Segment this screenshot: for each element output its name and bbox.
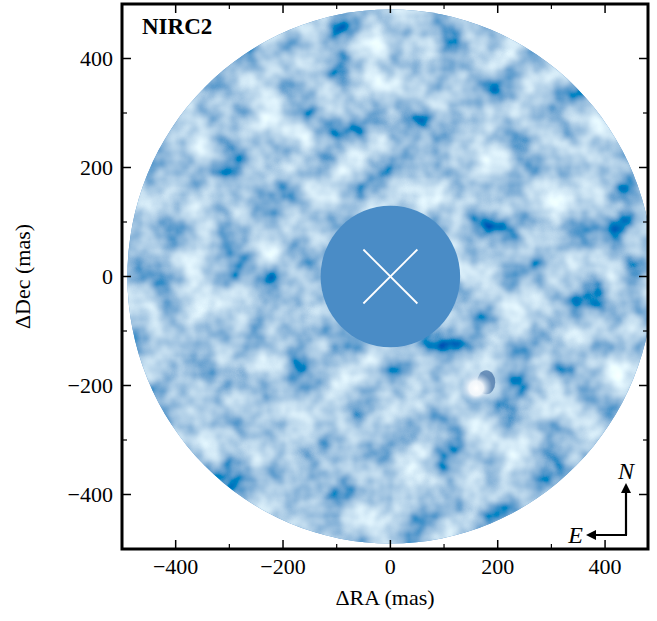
- y-minor-tick: [643, 330, 648, 331]
- y-minor-tick: [122, 3, 127, 4]
- x-tick: [604, 540, 606, 549]
- x-minor-tick: [121, 4, 122, 9]
- x-tick: [497, 540, 499, 549]
- compass: NE: [567, 458, 636, 548]
- x-tick-label: 0: [385, 554, 396, 579]
- east-arrow-head: [586, 530, 596, 540]
- field: [122, 4, 648, 549]
- y-minor-tick: [643, 439, 648, 440]
- y-tick-label: 400: [80, 46, 113, 71]
- figure: NE−400−2000200400−400−2000200400NIRC2ΔRA…: [0, 0, 657, 621]
- y-tick: [122, 276, 131, 278]
- coronagraph-mask: [321, 206, 461, 348]
- x-tick-label: −400: [153, 554, 198, 579]
- x-tick-label: 400: [589, 554, 622, 579]
- x-tick: [390, 540, 392, 549]
- y-minor-tick: [122, 112, 127, 113]
- y-minor-tick: [643, 221, 648, 222]
- x-minor-tick: [336, 544, 337, 549]
- x-tick-label: −200: [260, 554, 305, 579]
- north-arrow-head: [621, 483, 631, 493]
- x-tick: [282, 4, 284, 13]
- y-tick: [639, 276, 648, 278]
- y-minor-tick: [643, 3, 648, 4]
- y-minor-tick: [643, 548, 648, 549]
- x-tick: [497, 4, 499, 13]
- x-minor-tick: [121, 544, 122, 549]
- x-minor-tick: [443, 544, 444, 549]
- y-minor-tick: [122, 548, 127, 549]
- plot-area: [122, 4, 648, 549]
- y-tick: [639, 167, 648, 169]
- north-label: N: [617, 458, 636, 484]
- y-tick: [122, 385, 131, 387]
- x-tick: [175, 4, 177, 13]
- x-minor-tick: [229, 4, 230, 9]
- y-tick-label: −200: [68, 373, 113, 398]
- y-minor-tick: [643, 112, 648, 113]
- star-cross: [363, 250, 417, 304]
- y-minor-tick: [122, 439, 127, 440]
- x-tick: [390, 4, 392, 13]
- y-axis-title: ΔDec (mas): [10, 224, 35, 329]
- field-noise: [122, 4, 648, 549]
- y-minor-tick: [122, 330, 127, 331]
- star-marker: [363, 250, 417, 304]
- field-base: [122, 4, 648, 549]
- x-minor-tick: [551, 544, 552, 549]
- companion: [460, 372, 492, 404]
- y-tick-label: −400: [68, 482, 113, 507]
- y-tick-label: 200: [80, 155, 113, 180]
- y-tick-label: 0: [102, 264, 113, 289]
- y-tick: [122, 494, 131, 496]
- x-tick: [175, 540, 177, 549]
- x-tick: [604, 4, 606, 13]
- y-tick: [639, 58, 648, 60]
- x-minor-tick: [229, 544, 230, 549]
- x-minor-tick: [551, 4, 552, 9]
- frame: [122, 4, 648, 549]
- x-axis-title: ΔRA (mas): [335, 585, 434, 610]
- east-label: E: [567, 522, 583, 548]
- x-minor-tick: [336, 4, 337, 9]
- north-arrow: [625, 489, 627, 535]
- y-tick: [639, 494, 648, 496]
- y-tick: [639, 385, 648, 387]
- star-cross: [363, 250, 417, 304]
- x-tick: [282, 540, 284, 549]
- title: NIRC2: [142, 14, 212, 39]
- east-arrow: [592, 534, 627, 536]
- x-minor-tick: [443, 4, 444, 9]
- ticks: [122, 4, 648, 549]
- y-minor-tick: [122, 221, 127, 222]
- y-tick: [122, 167, 131, 169]
- y-tick: [122, 58, 131, 60]
- x-tick-label: 200: [481, 554, 514, 579]
